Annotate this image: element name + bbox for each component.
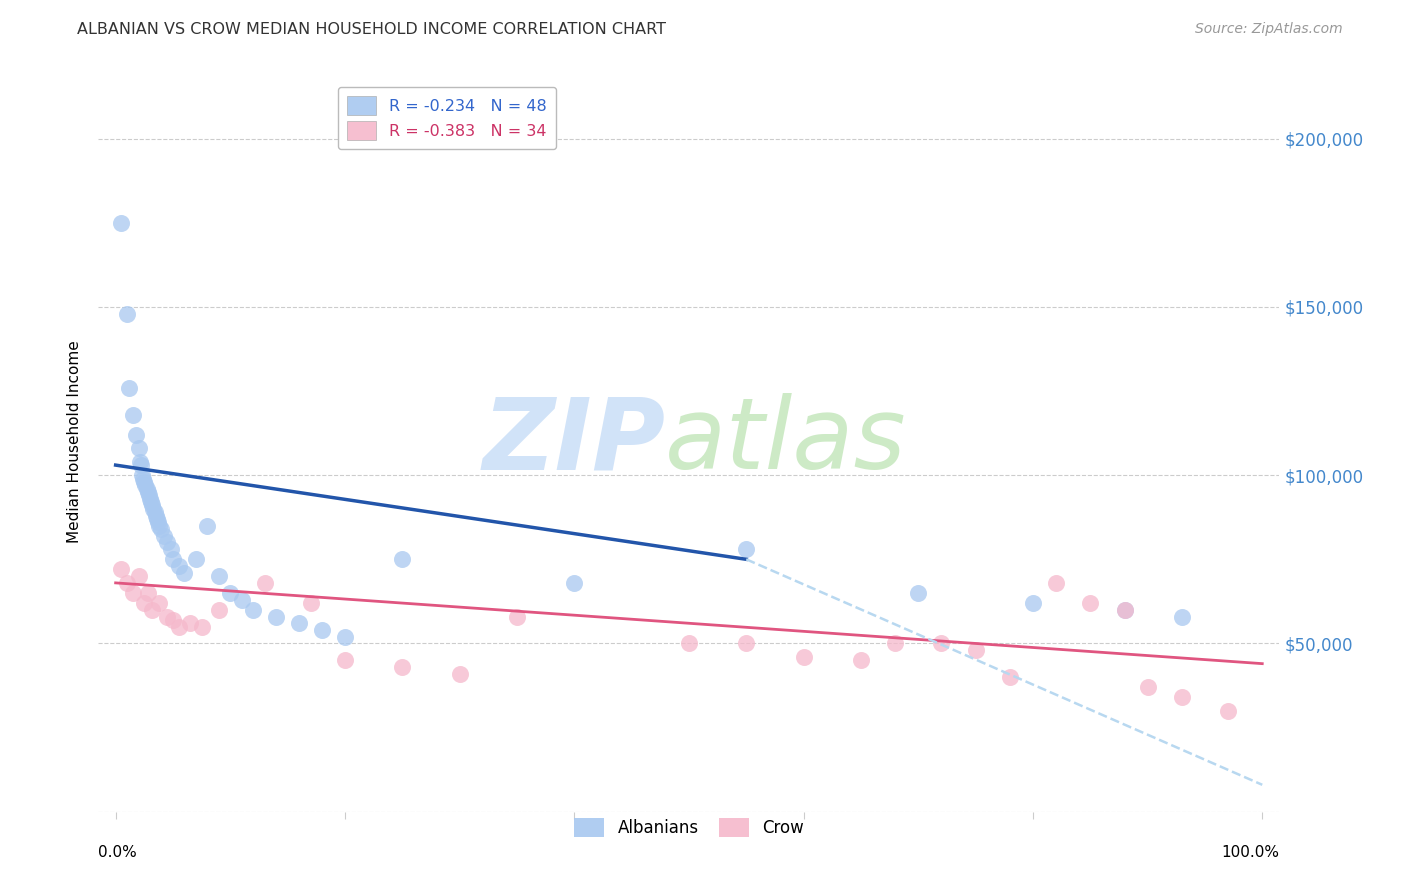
- Point: [190, 619, 212, 633]
- Point: [118, 381, 141, 395]
- Point: [152, 529, 174, 543]
- Point: [793, 649, 815, 664]
- Point: [1114, 603, 1136, 617]
- Point: [132, 472, 155, 486]
- Point: [143, 505, 166, 519]
- Point: [884, 636, 907, 650]
- Point: [391, 660, 413, 674]
- Point: [141, 495, 163, 509]
- Point: [173, 566, 195, 580]
- Point: [131, 468, 153, 483]
- Point: [121, 586, 143, 600]
- Point: [1171, 609, 1194, 624]
- Point: [128, 569, 150, 583]
- Point: [125, 427, 148, 442]
- Text: 0.0%: 0.0%: [98, 845, 138, 860]
- Point: [288, 616, 311, 631]
- Point: [148, 596, 170, 610]
- Point: [735, 636, 758, 650]
- Point: [141, 499, 163, 513]
- Point: [129, 458, 152, 472]
- Point: [167, 619, 190, 633]
- Point: [134, 596, 156, 610]
- Point: [1171, 690, 1194, 705]
- Point: [110, 562, 132, 576]
- Point: [156, 535, 179, 549]
- Point: [146, 512, 169, 526]
- Point: [162, 552, 184, 566]
- Text: atlas: atlas: [665, 393, 907, 490]
- Point: [110, 216, 132, 230]
- Point: [1022, 596, 1045, 610]
- Point: [115, 307, 138, 321]
- Point: [1216, 704, 1239, 718]
- Point: [735, 542, 758, 557]
- Point: [115, 575, 138, 590]
- Point: [195, 518, 218, 533]
- Point: [208, 603, 231, 617]
- Point: [134, 475, 156, 489]
- Point: [253, 575, 276, 590]
- Point: [179, 616, 201, 631]
- Point: [141, 603, 163, 617]
- Point: [150, 522, 173, 536]
- Point: [184, 552, 207, 566]
- Point: [139, 491, 162, 506]
- Point: [929, 636, 952, 650]
- Point: [849, 653, 872, 667]
- Point: [333, 630, 356, 644]
- Legend: Albanians, Crow: Albanians, Crow: [568, 812, 810, 844]
- Point: [134, 478, 156, 492]
- Point: [333, 653, 356, 667]
- Point: [562, 575, 585, 590]
- Point: [121, 408, 143, 422]
- Point: [1114, 603, 1136, 617]
- Point: [1136, 680, 1159, 694]
- Point: [146, 516, 169, 530]
- Point: [391, 552, 413, 566]
- Point: [138, 488, 160, 502]
- Point: [1078, 596, 1101, 610]
- Point: [219, 586, 242, 600]
- Point: [135, 482, 157, 496]
- Point: [231, 592, 253, 607]
- Point: [128, 455, 150, 469]
- Point: [299, 596, 322, 610]
- Point: [167, 559, 190, 574]
- Point: [678, 636, 700, 650]
- Point: [264, 609, 287, 624]
- Point: [907, 586, 929, 600]
- Text: ZIP: ZIP: [482, 393, 665, 490]
- Point: [998, 670, 1021, 684]
- Text: Source: ZipAtlas.com: Source: ZipAtlas.com: [1195, 22, 1343, 37]
- Point: [449, 666, 471, 681]
- Point: [128, 442, 150, 456]
- Text: 100.0%: 100.0%: [1222, 845, 1279, 860]
- Y-axis label: Median Household Income: Median Household Income: [67, 340, 83, 543]
- Point: [506, 609, 529, 624]
- Point: [136, 485, 159, 500]
- Point: [145, 508, 167, 523]
- Point: [242, 603, 264, 617]
- Point: [156, 609, 179, 624]
- Point: [159, 542, 181, 557]
- Point: [142, 501, 165, 516]
- Point: [311, 623, 333, 637]
- Point: [136, 586, 159, 600]
- Point: [965, 643, 987, 657]
- Point: [148, 518, 170, 533]
- Point: [208, 569, 231, 583]
- Point: [162, 613, 184, 627]
- Point: [1045, 575, 1067, 590]
- Text: ALBANIAN VS CROW MEDIAN HOUSEHOLD INCOME CORRELATION CHART: ALBANIAN VS CROW MEDIAN HOUSEHOLD INCOME…: [77, 22, 666, 37]
